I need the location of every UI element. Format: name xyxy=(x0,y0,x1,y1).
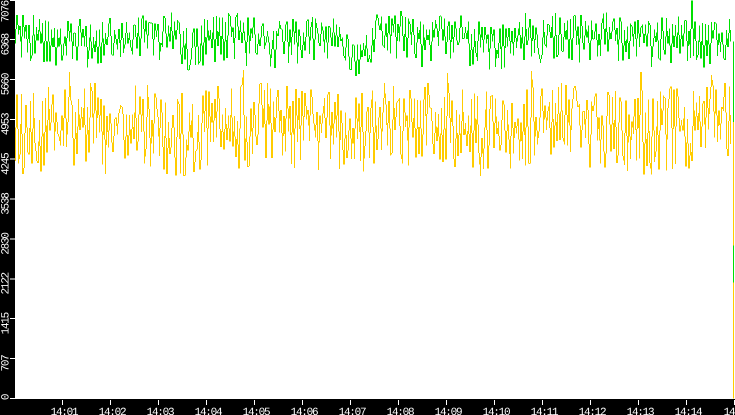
svg-text:14:13: 14:13 xyxy=(627,407,654,415)
svg-text:14:01: 14:01 xyxy=(51,407,79,415)
svg-text:7076: 7076 xyxy=(0,0,12,22)
svg-text:14:11: 14:11 xyxy=(531,407,559,415)
svg-text:14:12: 14:12 xyxy=(579,407,606,415)
svg-text:6368: 6368 xyxy=(0,33,12,55)
svg-text:3538: 3538 xyxy=(0,193,12,215)
svg-text:14:04: 14:04 xyxy=(195,407,223,415)
svg-text:4245: 4245 xyxy=(0,153,12,175)
svg-text:14:08: 14:08 xyxy=(387,407,414,415)
svg-text:14:05: 14:05 xyxy=(243,407,270,415)
svg-text:0: 0 xyxy=(0,394,12,400)
svg-text:14:09: 14:09 xyxy=(435,407,462,415)
svg-text:707: 707 xyxy=(0,355,12,372)
svg-text:14:07: 14:07 xyxy=(339,407,366,415)
svg-text:14:14: 14:14 xyxy=(675,407,703,415)
svg-text:4953: 4953 xyxy=(0,113,12,135)
svg-text:14:02: 14:02 xyxy=(99,407,126,415)
svg-text:14:15: 14:15 xyxy=(724,407,735,415)
svg-text:14:03: 14:03 xyxy=(147,407,174,415)
svg-text:2122: 2122 xyxy=(0,272,12,294)
svg-text:14:06: 14:06 xyxy=(291,407,318,415)
svg-text:1415: 1415 xyxy=(0,312,12,334)
svg-text:5660: 5660 xyxy=(0,73,12,95)
svg-text:14:10: 14:10 xyxy=(483,407,510,415)
svg-text:2830: 2830 xyxy=(0,233,12,255)
